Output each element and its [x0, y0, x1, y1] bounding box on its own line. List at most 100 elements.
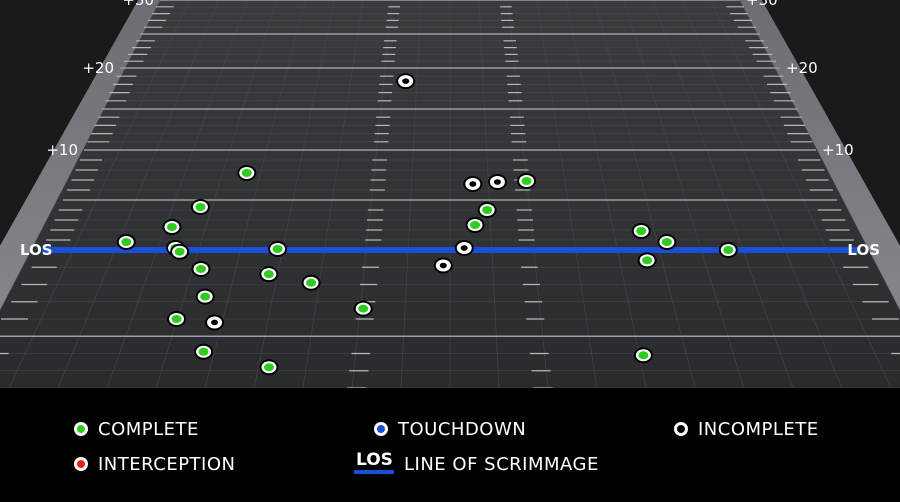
grid-line [106, 0, 248, 388]
marker-fill [306, 278, 317, 287]
grid-line [253, 0, 335, 388]
incomplete-pass-marker [454, 240, 474, 256]
marker-fill [636, 227, 647, 235]
grid-line [57, 0, 219, 388]
marker-fill [166, 223, 177, 231]
pass-markers [116, 73, 738, 376]
complete-pass-marker [633, 347, 653, 364]
grid-line [623, 0, 745, 388]
marker-fill [482, 206, 493, 214]
yard-label-left: +20 [82, 59, 114, 77]
yard-label-left: +30 [122, 0, 154, 9]
complete-pass-marker [162, 219, 182, 235]
marker-fill [642, 256, 653, 265]
hash-marks [0, 6, 900, 388]
complete-pass-marker [191, 260, 211, 277]
grid-line [507, 0, 549, 388]
marker-fill [174, 247, 185, 256]
grid-line [0, 0, 161, 312]
incomplete-pass-marker [433, 257, 453, 274]
marker-fill [661, 238, 672, 246]
yard-labels: +10 +10 +20 +20 +30 +30 [46, 0, 853, 159]
marker-fill [263, 270, 274, 279]
legend-touchdown: TOUCHDOWN [374, 417, 526, 441]
legend-label: LINE OF SCRIMMAGE [404, 453, 599, 475]
complete-pass-marker [116, 234, 136, 250]
complete-pass-marker [477, 202, 497, 218]
marker-fill [493, 179, 501, 185]
grid-line [302, 0, 364, 388]
incomplete-marker-icon [674, 422, 688, 436]
marker-fill [469, 181, 477, 187]
complete-pass-marker [301, 274, 321, 291]
legend-interception: INTERCEPTION [74, 452, 235, 476]
complete-pass-marker [718, 242, 738, 258]
los-label-right: LOS [847, 241, 880, 259]
grid-line [478, 0, 500, 388]
complete-marker-icon [74, 422, 88, 436]
complete-pass-marker [465, 217, 485, 233]
marker-fill [171, 315, 182, 323]
complete-pass-marker [353, 300, 373, 317]
marker-fill [439, 262, 447, 269]
complete-pass-marker [259, 359, 279, 376]
legend-incomplete: INCOMPLETE [674, 417, 819, 441]
complete-pass-marker [167, 311, 187, 327]
legend-label: INTERCEPTION [98, 453, 236, 475]
marker-fill [272, 245, 283, 253]
los-symbol-bar [354, 470, 394, 474]
complete-pass-marker [259, 266, 279, 283]
yard-label-right: +10 [822, 141, 854, 159]
marker-fill [402, 78, 410, 84]
los-label-left: LOS [20, 241, 53, 259]
complete-pass-marker [194, 343, 214, 360]
grid-line [351, 0, 393, 388]
incomplete-pass-marker [463, 176, 483, 192]
grid-line [681, 0, 843, 388]
incomplete-pass-marker [205, 314, 225, 331]
interception-marker-icon [74, 457, 88, 471]
marker-fill [195, 203, 206, 211]
marker-fill [211, 319, 219, 326]
grid-line [739, 0, 900, 312]
complete-pass-marker [268, 241, 288, 257]
legend-complete: COMPLETE [74, 417, 199, 441]
incomplete-pass-marker [487, 174, 507, 190]
grid-line [565, 0, 647, 388]
complete-pass-marker [637, 252, 657, 269]
legend-label: TOUCHDOWN [398, 418, 527, 440]
complete-pass-marker [170, 243, 190, 260]
complete-pass-marker [657, 234, 677, 250]
marker-fill [470, 221, 481, 229]
grid-line [8, 0, 190, 388]
legend: COMPLETE TOUCHDOWN INCOMPLETE INTERCEPTI… [0, 388, 900, 502]
los-symbol-text: LOS [356, 450, 393, 470]
yard-label-right: +20 [786, 59, 818, 77]
complete-pass-marker [195, 288, 215, 305]
complete-pass-marker [237, 165, 257, 181]
marker-fill [521, 177, 532, 185]
legend-label: COMPLETE [98, 418, 199, 440]
grid-line [652, 0, 794, 388]
marker-fill [263, 363, 274, 372]
marker-fill [460, 245, 468, 251]
yard-label-left: +10 [46, 141, 78, 159]
marker-fill [358, 304, 369, 313]
marker-fill [241, 169, 252, 177]
touchdown-marker-icon [374, 422, 388, 436]
legend-los: LOS LINE OF SCRIMMAGE [354, 450, 599, 476]
marker-fill [638, 351, 649, 360]
complete-pass-marker [190, 199, 210, 215]
marker-fill [200, 292, 211, 301]
field-chart: +10 +10 +20 +20 +30 +30 LOS LOS [0, 0, 900, 388]
grid-line [536, 0, 598, 388]
complete-pass-marker [631, 223, 651, 239]
marker-fill [121, 238, 132, 246]
grid-line [594, 0, 696, 388]
legend-label: INCOMPLETE [698, 418, 819, 440]
incomplete-pass-marker [396, 73, 416, 90]
complete-pass-marker [517, 173, 537, 189]
grid-line [710, 0, 892, 388]
yard-lines [0, 0, 900, 337]
